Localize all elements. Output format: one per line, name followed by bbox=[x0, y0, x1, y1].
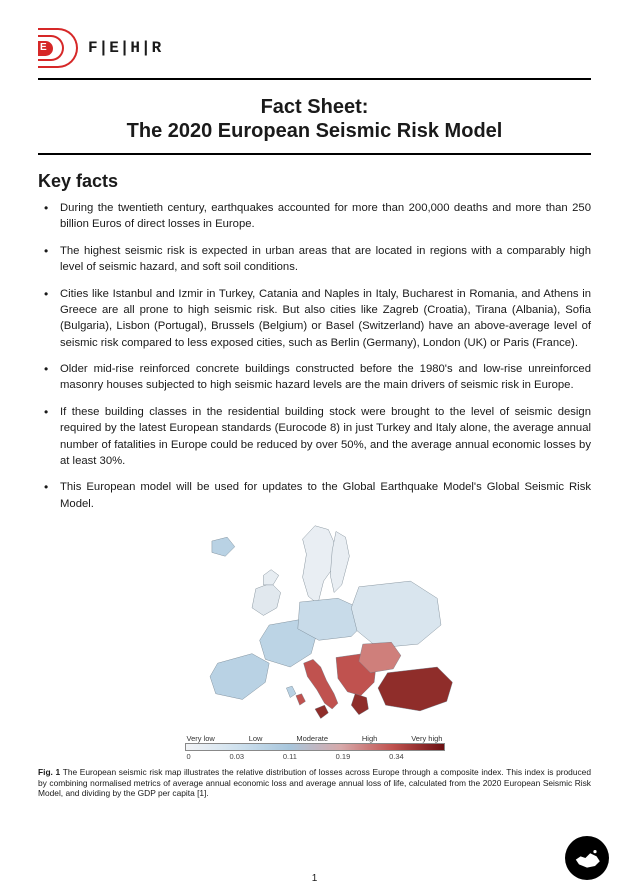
scale-values: 0 0.03 0.11 0.19 0.34 bbox=[185, 752, 445, 761]
scale-label: Low bbox=[249, 734, 263, 743]
fact-item: The highest seismic risk is expected in … bbox=[42, 243, 591, 276]
figure-caption: Fig. 1 The European seismic risk map ill… bbox=[38, 767, 591, 799]
scale-bar bbox=[185, 743, 445, 751]
scale-label: High bbox=[362, 734, 377, 743]
scale-labels: Very low Low Moderate High Very high bbox=[185, 734, 445, 743]
scale-label: Moderate bbox=[296, 734, 328, 743]
page-title-line2: The 2020 European Seismic Risk Model bbox=[38, 120, 591, 143]
map-svg bbox=[171, 520, 459, 730]
europe-risk-map: Very low Low Moderate High Very high 0 0… bbox=[160, 520, 470, 761]
section-heading: Key facts bbox=[38, 171, 591, 192]
scale-val: 0.11 bbox=[283, 752, 297, 761]
logo-letter-e: E bbox=[40, 42, 47, 53]
scale-val: 0.34 bbox=[389, 752, 404, 761]
logo-block: E F|E|H|R bbox=[38, 28, 591, 68]
caption-text: The European seismic risk map illustrate… bbox=[38, 767, 591, 798]
corner-globe-icon bbox=[565, 836, 609, 880]
logo-letters: F|E|H|R bbox=[88, 39, 162, 57]
scale-val: 0 bbox=[187, 752, 191, 761]
scale-label: Very high bbox=[411, 734, 442, 743]
fact-item: Cities like Istanbul and Izmir in Turkey… bbox=[42, 286, 591, 352]
scale-val: 0.19 bbox=[336, 752, 351, 761]
fact-item: Older mid-rise reinforced concrete build… bbox=[42, 361, 591, 394]
caption-label: Fig. 1 bbox=[38, 767, 60, 777]
fact-item: If these building classes in the residen… bbox=[42, 404, 591, 470]
key-facts-list: During the twentieth century, earthquake… bbox=[38, 200, 591, 512]
rule-top bbox=[38, 78, 591, 80]
color-scale: Very low Low Moderate High Very high 0 0… bbox=[185, 734, 445, 761]
scale-label: Very low bbox=[187, 734, 215, 743]
fact-item: During the twentieth century, earthquake… bbox=[42, 200, 591, 233]
scale-val: 0.03 bbox=[229, 752, 244, 761]
page-title-line1: Fact Sheet: bbox=[38, 94, 591, 120]
page-number: 1 bbox=[0, 873, 629, 884]
fact-item: This European model will be used for upd… bbox=[42, 479, 591, 512]
rule-under-title bbox=[38, 153, 591, 155]
efehr-logo-icon: E bbox=[38, 28, 84, 68]
